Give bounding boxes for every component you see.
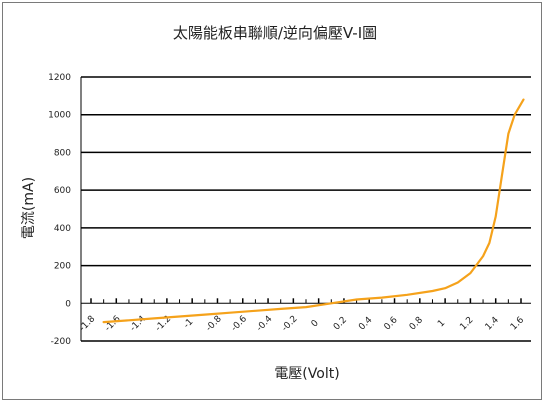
y-tick-label: 1200	[48, 73, 71, 83]
x-tick-label: 0.2	[332, 315, 349, 332]
x-tick-label: 0.8	[408, 315, 425, 332]
y-tick-labels: -200 0 200 400 600 800 1000 1200	[48, 73, 71, 347]
x-tick-label: -1.4	[128, 314, 148, 334]
x-tick-label: -0.2	[280, 314, 299, 333]
y-tick-label: 600	[54, 186, 71, 196]
y-tick-label: 200	[54, 262, 71, 272]
y-tick-label: 800	[54, 148, 71, 158]
x-axis-label: 電壓(Volt)	[274, 366, 339, 382]
x-tick-label: 1.2	[458, 315, 475, 332]
chart-title: 太陽能板串聯順/逆向偏壓V-I圖	[173, 24, 377, 42]
x-tick-label: -0.8	[204, 314, 224, 334]
gridlines	[80, 76, 531, 342]
x-tick-label: -1.6	[103, 314, 123, 334]
y-tick-label: 400	[54, 224, 71, 234]
x-tick-label: 1	[436, 318, 447, 329]
x-tick-marks	[90, 298, 522, 304]
chart-svg: 太陽能板串聯順/逆向偏壓V-I圖 -200 0 200 400 600 800 1000 12…	[21, 24, 531, 382]
x-tick-label: -1	[182, 317, 195, 330]
y-tick-label: -200	[51, 337, 72, 347]
series-layer	[102, 98, 525, 324]
y-tick-label: 0	[65, 299, 71, 309]
x-tick-label: -0.4	[255, 314, 275, 334]
x-tick-label: 1.4	[484, 315, 501, 332]
x-tick-label: -0.6	[230, 314, 250, 334]
x-tick-label: 0	[310, 318, 321, 329]
x-tick-label: 0.4	[357, 315, 374, 332]
x-tick-label: 0.6	[383, 315, 400, 332]
x-tick-label: 1.6	[509, 315, 526, 332]
x-tick-labels: -1.8 -1.6 -1.4 -1.2 -1 -0.8 -0.6 -0.4 -0.2 0 0.2 0.…	[78, 314, 527, 334]
y-axis-label: 電流(mA)	[21, 177, 37, 239]
y-tick-label: 1000	[48, 111, 71, 121]
chart-frame: 太陽能板串聯順/逆向偏壓V-I圖 -200 0 200 400 600 800 1000 12…	[2, 2, 542, 400]
series-line	[102, 98, 525, 324]
